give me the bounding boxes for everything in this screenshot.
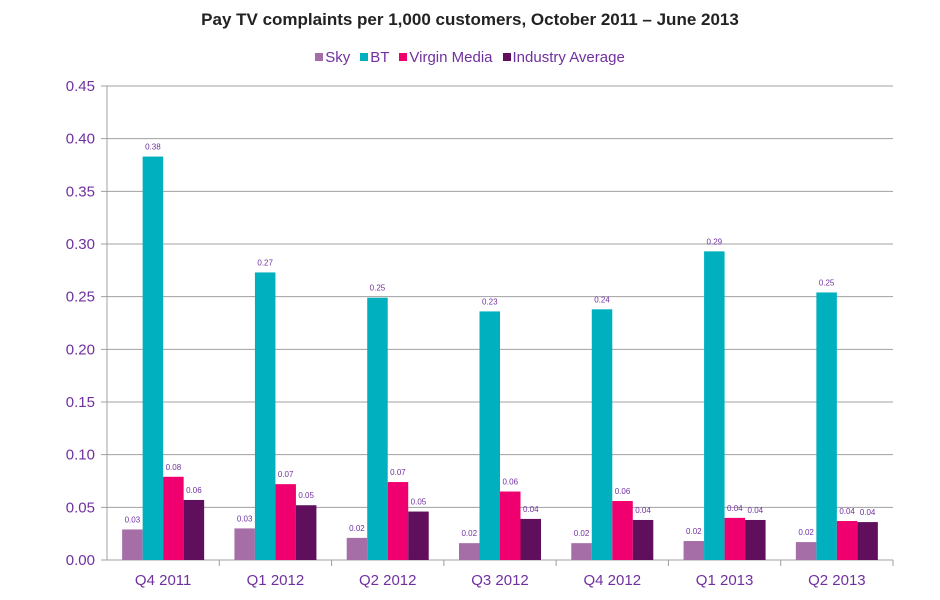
bar-virgin-media (836, 521, 858, 560)
bar-industry-average (408, 511, 429, 560)
data-label: 0.02 (798, 528, 814, 537)
legend-item: BT (360, 49, 389, 66)
data-label: 0.06 (186, 486, 202, 495)
data-label: 0.25 (819, 278, 835, 287)
data-label: 0.04 (748, 506, 764, 515)
bar-industry-average (632, 519, 654, 560)
y-tick-label: 0.20 (66, 341, 95, 358)
data-label: 0.05 (298, 491, 314, 500)
x-tick-label: Q4 2012 (584, 572, 642, 589)
data-label: 0.07 (390, 468, 406, 477)
bar-industry-average (520, 518, 541, 560)
bar-bt (591, 309, 613, 560)
data-label: 0.23 (482, 297, 498, 306)
bar-industry-average (295, 505, 317, 560)
bar-virgin-media (275, 484, 296, 560)
legend: Sky BT Virgin Media Industry Average (0, 49, 940, 66)
data-label: 0.27 (257, 258, 273, 267)
legend-label: Virgin Media (409, 49, 493, 66)
bar-virgin-media (387, 482, 409, 560)
data-label: 0.08 (166, 463, 182, 472)
data-label: 0.04 (727, 504, 743, 513)
bar-bt (479, 311, 500, 560)
data-label: 0.04 (635, 506, 651, 515)
bar-bt (816, 292, 837, 560)
bar-industry-average (745, 519, 766, 560)
bar-virgin-media (163, 476, 184, 560)
legend-swatch (399, 53, 408, 61)
bar-sky (234, 528, 255, 560)
bar-virgin-media (724, 517, 746, 560)
data-label: 0.03 (237, 514, 253, 523)
data-label: 0.02 (461, 529, 477, 538)
bar-bt (142, 156, 164, 560)
data-label: 0.05 (411, 498, 427, 507)
y-tick-label: 0.00 (66, 552, 95, 569)
legend-label: BT (370, 49, 390, 66)
x-tick-label: Q1 2012 (247, 572, 305, 589)
y-tick-label: 0.10 (66, 447, 95, 464)
data-label: 0.02 (686, 527, 702, 536)
y-tick-label: 0.15 (66, 394, 95, 411)
x-tick-label: Q3 2012 (471, 572, 529, 589)
data-label: 0.06 (502, 478, 518, 487)
bar-sky (571, 543, 592, 560)
legend-item: Virgin Media (399, 49, 493, 66)
data-label: 0.25 (370, 284, 386, 293)
legend-swatch (502, 53, 511, 61)
data-label: 0.03 (125, 515, 141, 524)
bar-sky (683, 541, 705, 560)
y-tick-label: 0.25 (66, 289, 95, 306)
data-label: 0.29 (707, 237, 723, 246)
legend-swatch (315, 53, 324, 61)
data-label: 0.04 (860, 508, 876, 517)
legend-label: Industry Average (512, 49, 625, 66)
bar-sky (122, 529, 143, 560)
legend-item: Industry Average (502, 49, 625, 66)
data-label: 0.07 (278, 470, 294, 479)
bar-virgin-media (612, 501, 633, 560)
data-label: 0.04 (523, 505, 539, 514)
x-tick-label: Q2 2012 (359, 572, 417, 589)
bar-bt (367, 297, 388, 560)
bar-industry-average (857, 522, 878, 560)
data-label: 0.38 (145, 143, 161, 152)
data-label: 0.02 (574, 529, 590, 538)
y-tick-label: 0.45 (66, 78, 95, 95)
x-tick-label: Q4 2011 (135, 572, 191, 589)
bar-industry-average (183, 499, 205, 560)
bar-sky (459, 543, 480, 560)
bar-sky (795, 542, 817, 560)
legend-label: Sky (325, 49, 351, 66)
y-tick-label: 0.05 (66, 499, 95, 516)
x-tick-label: Q1 2013 (696, 572, 754, 589)
bar-sky (346, 537, 368, 560)
data-label: 0.02 (349, 524, 365, 533)
y-tick-label: 0.40 (66, 131, 95, 148)
bar-virgin-media (500, 491, 521, 560)
legend-swatch (360, 53, 369, 61)
bar-bt (254, 272, 276, 560)
x-tick-label: Q2 2013 (808, 572, 866, 589)
data-label: 0.24 (594, 295, 610, 304)
bar-bt (704, 251, 725, 560)
legend-item: Sky (315, 49, 350, 66)
chart-title: Pay TV complaints per 1,000 customers, O… (201, 10, 739, 29)
data-label: 0.06 (615, 487, 631, 496)
data-label: 0.04 (839, 507, 855, 516)
y-tick-label: 0.35 (66, 183, 95, 200)
y-tick-label: 0.30 (66, 236, 95, 253)
